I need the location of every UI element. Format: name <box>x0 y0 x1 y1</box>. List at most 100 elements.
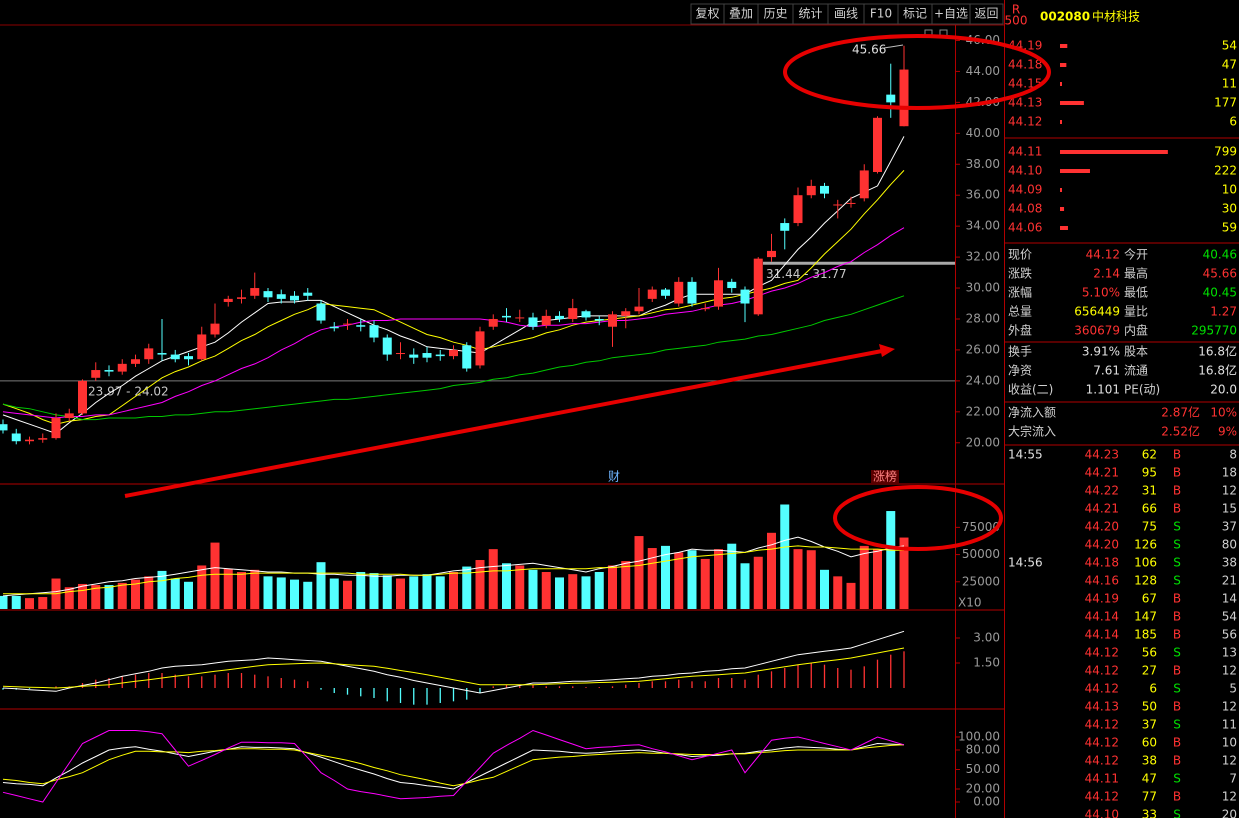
candle-body <box>621 311 631 316</box>
y-tick-label: 24.00 <box>966 373 1000 387</box>
y-tick-label: 28.00 <box>966 311 1000 325</box>
toolbar-label[interactable]: F10 <box>870 7 892 21</box>
book-volume: 30 <box>1222 202 1237 216</box>
stat-label: 最低 <box>1124 286 1148 300</box>
volume-bar <box>396 578 405 609</box>
candle-body <box>793 195 803 224</box>
event-marker[interactable]: 涨榜 <box>873 469 897 484</box>
stat-value: 5.10% <box>1082 286 1120 300</box>
stat-value: 40.46 <box>1203 248 1237 262</box>
candle-body <box>806 185 816 196</box>
annotations <box>124 34 1051 551</box>
tick-side: S <box>1173 682 1181 696</box>
tick-side: B <box>1173 790 1181 804</box>
stat-value: 7.61 <box>1093 364 1120 378</box>
candle-body <box>51 418 61 439</box>
tick-count: 54 <box>1222 610 1237 624</box>
stat-value: 1.27 <box>1210 305 1237 319</box>
highlight-ellipse <box>833 485 1003 551</box>
toolbar-button[interactable] <box>969 3 1004 25</box>
candle-body <box>422 353 432 358</box>
candle-body <box>740 289 750 304</box>
stat-label: 涨幅 <box>1008 285 1032 300</box>
stat-label: PE(动) <box>1124 383 1160 397</box>
toolbar-label[interactable]: +自选 <box>934 7 968 21</box>
volume-bar <box>449 571 458 609</box>
stat-label: 股本 <box>1124 345 1148 359</box>
toolbar-label[interactable]: 历史 <box>763 7 787 21</box>
tick-count: 12 <box>1222 754 1237 768</box>
stat-label: 换手 <box>1008 345 1032 359</box>
volume-bar <box>117 582 127 609</box>
candle-body <box>820 185 829 194</box>
tick-volume: 37 <box>1142 718 1157 732</box>
toolbar-label[interactable]: 统计 <box>798 7 822 21</box>
tick-price: 44.12 <box>1085 718 1119 732</box>
volume-bar <box>343 580 352 609</box>
stat-label: 外盘 <box>1008 323 1032 338</box>
book-bar <box>1060 120 1062 124</box>
toolbar-label[interactable]: 返回 <box>974 7 998 21</box>
volume-bar <box>528 569 538 609</box>
book-volume: 59 <box>1222 221 1237 235</box>
book-volume: 222 <box>1214 164 1237 178</box>
candle-body <box>661 289 670 296</box>
stat-value: 2.14 <box>1093 267 1120 281</box>
stat-value: 16.8亿 <box>1198 344 1237 359</box>
book-bar <box>1060 188 1062 192</box>
tick-count: 15 <box>1222 502 1237 516</box>
tick-volume: 75 <box>1142 520 1157 534</box>
candle-body <box>117 363 127 372</box>
candle-body <box>104 370 114 372</box>
trend-arrow <box>124 349 883 498</box>
candle-body <box>528 317 538 327</box>
tick-price: 44.20 <box>1085 520 1119 534</box>
candle-body <box>899 69 909 127</box>
stat-label: 现价 <box>1008 248 1032 262</box>
candle-body <box>608 314 617 327</box>
tick-price: 44.21 <box>1085 466 1119 480</box>
y-tick-label: 22.00 <box>966 404 1000 418</box>
stat-value: 20.0 <box>1210 383 1237 397</box>
candle-body <box>237 297 246 299</box>
indicator-line <box>2 729 905 803</box>
candle-body <box>316 303 326 321</box>
toolbar-label[interactable]: 叠加 <box>729 7 753 21</box>
tick-volume: 50 <box>1142 700 1157 714</box>
toolbar-label[interactable]: 画线 <box>834 7 858 21</box>
tick-price: 44.11 <box>1085 772 1119 786</box>
toolbar-label[interactable]: 复权 <box>695 7 719 21</box>
tick-count: 12 <box>1222 664 1237 678</box>
volume-bar <box>780 504 790 609</box>
tick-side: S <box>1173 556 1181 570</box>
y-tick-label: 50000 <box>962 547 1000 561</box>
candle-body <box>64 413 74 419</box>
volume-bar <box>303 581 313 609</box>
tick-side: B <box>1173 448 1181 462</box>
volume-bar <box>806 550 816 609</box>
tick-count: 20 <box>1222 808 1237 818</box>
candle-body <box>833 204 843 206</box>
y-tick-label: 34.00 <box>966 219 1000 233</box>
tick-volume: 106 <box>1134 556 1157 570</box>
tick-side: S <box>1173 520 1181 534</box>
book-volume: 54 <box>1222 39 1237 53</box>
volume-bar <box>740 563 750 609</box>
event-marker[interactable]: 财 <box>608 470 620 484</box>
book-price: 44.10 <box>1008 164 1042 178</box>
indicator-line <box>2 647 905 689</box>
volume-bar <box>820 569 829 609</box>
volume-bar <box>555 577 564 609</box>
unit-label: X10 <box>958 596 982 610</box>
volume-bar <box>250 569 260 609</box>
volume-bar <box>594 571 604 609</box>
y-tick-label: 3.00 <box>973 631 1000 645</box>
volume-bar <box>621 561 631 609</box>
toolbar-label[interactable]: 标记 <box>903 7 927 21</box>
stat-label: 净资 <box>1008 364 1032 378</box>
volume-bar <box>833 576 843 609</box>
stat-value: 1.101 <box>1086 383 1120 397</box>
candle-body <box>859 170 869 199</box>
volume-bar <box>753 556 763 609</box>
